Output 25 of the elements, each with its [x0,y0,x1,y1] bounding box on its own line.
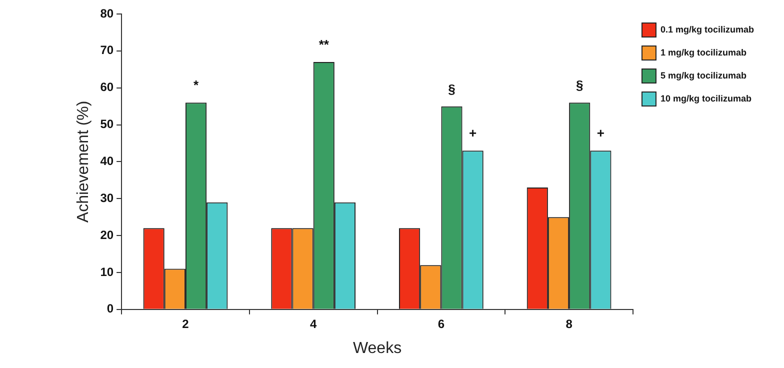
annotation: ** [318,37,330,52]
y-tick-label: 60 [100,80,114,94]
y-tick-label: 30 [100,190,114,205]
legend-label: 5 mg/kg tocilizumab [660,70,747,80]
annotation: § [576,78,584,93]
y-tick-label: 10 [100,264,114,279]
x-tick-label: 4 [310,316,317,331]
annotation: § [448,81,456,96]
y-tick-label: 50 [100,117,114,132]
annotation: * [193,78,200,93]
x-tick-label: 2 [182,316,190,331]
legend-label: 10 mg/kg tocilizumab [660,93,752,104]
x-tick-label: 6 [438,316,445,331]
legend-label: 0.1 mg/kg tocilizumab [660,24,754,34]
y-tick-label: 70 [100,43,114,58]
y-tick-label: 80 [100,6,114,20]
y-tick-label: 0 [106,302,114,316]
y-tick-label: 20 [100,228,114,242]
y-tick-label: 40 [100,154,114,168]
legend-label: 1 mg/kg tocilizumab [660,47,747,58]
annotation: + [596,126,605,141]
y-axis-title: Achievement (%) [75,100,92,223]
x-axis-title: Weeks [352,340,402,357]
x-tick-label: 8 [566,316,573,331]
annotation: + [469,126,478,141]
